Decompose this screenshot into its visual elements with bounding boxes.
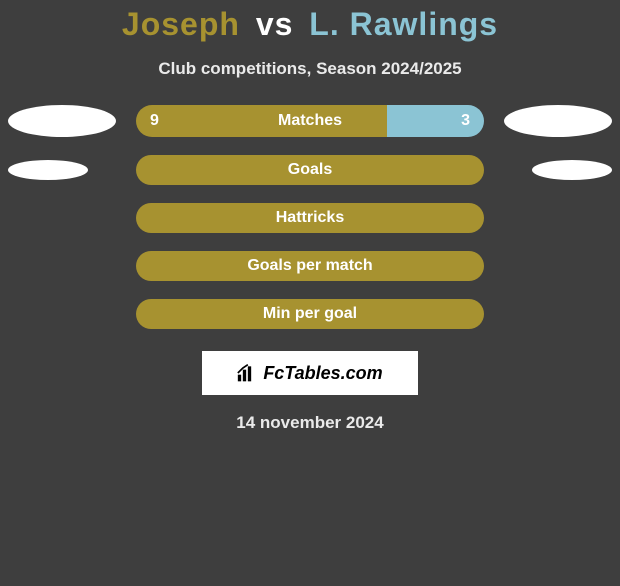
date-text: 14 november 2024 <box>0 413 620 433</box>
stat-row: Hattricks <box>0 203 620 233</box>
bar-chart-icon <box>237 364 257 382</box>
stat-row: Goals <box>0 155 620 185</box>
brand-text: FcTables.com <box>263 363 382 384</box>
stat-bar: 93Matches <box>136 105 484 137</box>
brand-card: FcTables.com <box>202 351 418 395</box>
stat-value-left: 9 <box>150 112 159 130</box>
stat-bar-left <box>136 251 484 281</box>
stat-bar: Min per goal <box>136 299 484 329</box>
stat-bar-left <box>136 203 484 233</box>
stat-bar-left: 9 <box>136 105 387 137</box>
stat-row: Min per goal <box>0 299 620 329</box>
avatar-player2 <box>504 105 612 137</box>
avatar-player1 <box>8 160 88 180</box>
stat-row: 93Matches <box>0 105 620 137</box>
stat-row: Goals per match <box>0 251 620 281</box>
stat-bar-right: 3 <box>387 105 484 137</box>
page-title: Joseph vs L. Rawlings <box>0 6 620 43</box>
subtitle: Club competitions, Season 2024/2025 <box>0 59 620 79</box>
stat-bar: Goals <box>136 155 484 185</box>
stat-value-right: 3 <box>461 112 470 130</box>
title-player1: Joseph <box>122 6 240 42</box>
title-player2: L. Rawlings <box>309 6 498 42</box>
avatar-player2 <box>532 160 612 180</box>
avatar-player1 <box>8 105 116 137</box>
stat-bar: Goals per match <box>136 251 484 281</box>
stat-bar: Hattricks <box>136 203 484 233</box>
stat-bar-left <box>136 155 484 185</box>
title-vs: vs <box>256 6 294 42</box>
stat-bar-left <box>136 299 484 329</box>
